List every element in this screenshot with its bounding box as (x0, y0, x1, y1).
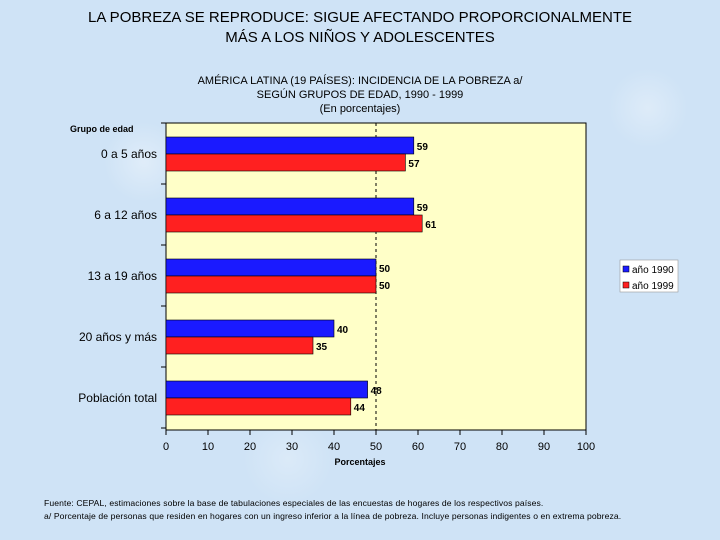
chart-title-line-3: (En porcentajes) (319, 103, 401, 115)
footnote-line: a/ Porcentaje de personas que residen en… (44, 511, 622, 521)
source-note: Fuente: CEPAL, estimaciones sobre la bas… (44, 497, 714, 523)
slide-title-line-1: LA POBREZA SE REPRODUCE: SIGUE AFECTANDO… (88, 9, 632, 26)
x-tick-label: 0 (163, 441, 169, 453)
bar-1999 (165, 275, 377, 294)
bar-1999 (165, 397, 352, 416)
category-label: 13 a 19 años (88, 269, 157, 283)
chart-title-line-2: SEGÚN GRUPOS DE EDAD, 1990 - 1999 (256, 89, 464, 101)
x-tick-label: 50 (370, 441, 382, 453)
data-label-1990: 48 (371, 386, 383, 397)
bar-1990 (165, 136, 415, 155)
legend-label: año 1999 (632, 281, 674, 292)
bar-1990 (165, 380, 368, 399)
data-label-1999: 61 (425, 220, 437, 231)
data-label-1999: 50 (379, 281, 391, 292)
slide-title: LA POBREZA SE REPRODUCE: SIGUE AFECTANDO… (0, 8, 720, 48)
data-label-1999: 57 (408, 159, 420, 170)
category-label: 0 a 5 años (101, 147, 157, 161)
x-tick-label: 10 (202, 441, 214, 453)
chart-title-line-1: AMÉRICA LATINA (19 PAÍSES): INCIDENCIA D… (197, 75, 523, 87)
data-label-1990: 59 (417, 203, 429, 214)
x-axis-title: Porcentajes (334, 457, 385, 467)
legend-box (619, 259, 679, 293)
source-line: Fuente: CEPAL, estimaciones sobre la bas… (44, 498, 544, 508)
x-tick-label: 30 (286, 441, 298, 453)
bar-1990 (165, 197, 415, 216)
bar-1990 (165, 258, 377, 277)
category-axis-title: Grupo de edad (70, 124, 134, 134)
data-label-1999: 35 (316, 342, 328, 353)
x-tick-label: 20 (244, 441, 256, 453)
x-tick-label: 100 (577, 441, 595, 453)
x-tick-label: 90 (538, 441, 550, 453)
bar-1990 (165, 319, 335, 338)
data-label-1990: 40 (337, 325, 349, 336)
bar-1999 (165, 214, 423, 233)
category-label: Población total (78, 391, 157, 405)
x-tick-label: 80 (496, 441, 508, 453)
x-tick-label: 40 (328, 441, 340, 453)
data-label-1990: 59 (417, 142, 429, 153)
category-label: 6 a 12 años (94, 208, 157, 222)
legend-swatch (622, 265, 630, 273)
slide-title-line-2: MÁS A LOS NIÑOS Y ADOLESCENTES (225, 29, 495, 46)
category-label: 20 años y más (79, 330, 157, 344)
x-tick-label: 70 (454, 441, 466, 453)
data-label-1999: 44 (354, 403, 366, 414)
legend-label: año 1990 (632, 265, 674, 276)
bar-1999 (165, 153, 406, 172)
x-tick-label: 60 (412, 441, 424, 453)
bar-1999 (165, 336, 314, 355)
data-label-1990: 50 (379, 264, 391, 275)
chart-heading: AMÉRICA LATINA (19 PAÍSES): INCIDENCIA D… (140, 74, 580, 116)
legend-swatch (622, 281, 630, 289)
